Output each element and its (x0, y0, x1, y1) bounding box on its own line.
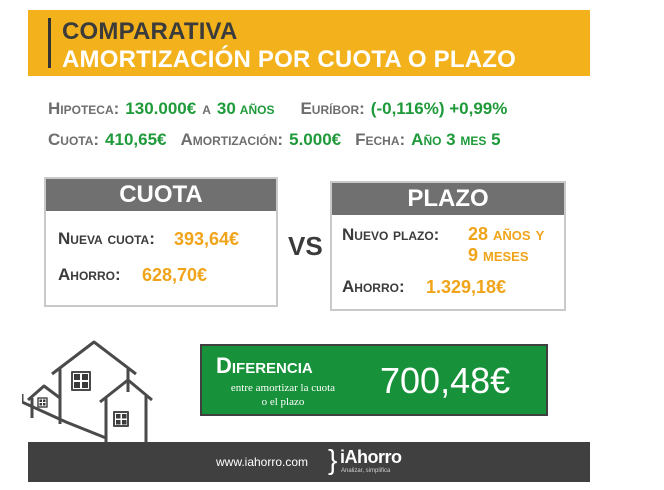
info-row-2: Cuota: 410,65€ Amortización: 5.000€ Fecha: Añ… (48, 130, 507, 150)
plazo-box: PLAZO Nuevo plazo: 28 años y 9 meses Aho… (330, 181, 566, 311)
header-banner: COMPARATIVA AMORTIZACIÓN POR CUOTA O PLA… (28, 10, 590, 76)
amortizacion-value: 5.000€ (289, 130, 342, 149)
diferencia-box: Diferencia entre amortizar la cuota o el… (200, 344, 548, 416)
header-accent-bar (48, 18, 51, 68)
nuevo-plazo-label: Nuevo plazo: (342, 225, 440, 244)
fecha-value: Año 3 mes 5 (411, 130, 501, 149)
logo-name: iAhorro (340, 447, 402, 467)
years-value: 30 (216, 99, 236, 118)
cuota-value: 410,65€ (105, 130, 167, 149)
cuota-ahorro-label: Ahorro: (58, 265, 121, 284)
diferencia-subtitle: entre amortizar la cuota o el plazo (208, 381, 358, 409)
years-label: años (239, 99, 275, 118)
plazo-ahorro-label: Ahorro: (342, 277, 405, 296)
footer-bar: www.iahorro.com } iAhorro Analizar, simp… (28, 442, 590, 482)
nueva-cuota-label: Nueva cuota: (58, 229, 155, 248)
cuota-box-title: CUOTA (46, 179, 276, 211)
plazo-ahorro-value: 1.329,18€ (426, 277, 507, 297)
header-title-line1: COMPARATIVA (62, 18, 238, 45)
cuota-box: CUOTA Nueva cuota: 393,64€ Ahorro: 628,7… (44, 177, 278, 307)
logo-tagline: Analizar, simplifica (341, 468, 391, 474)
hipoteca-value: 130.000€ (125, 99, 197, 118)
plazo-box-title: PLAZO (332, 183, 564, 215)
nuevo-plazo-value-line1: 28 años y (468, 224, 545, 244)
amortizacion-label: Amortización: (180, 130, 284, 149)
diferencia-subtitle-line1: entre amortizar la cuota (230, 382, 336, 394)
info-row-1: Hipoteca: 130.000€ a 30 años Euríbor: (-0,116%… (48, 99, 513, 119)
diferencia-value: 700,48€ (380, 360, 511, 401)
euribor-value: (-0,116%) +0,99% (370, 99, 508, 118)
cuota-ahorro-value: 628,70€ (142, 265, 208, 285)
logo-brace-icon: } (328, 444, 338, 475)
diferencia-subtitle-line2: o el plazo (261, 396, 305, 408)
diferencia-title: Diferencia (216, 353, 313, 378)
footer-url[interactable]: www.iahorro.com (216, 455, 309, 469)
cuota-label: Cuota: (48, 130, 100, 149)
fecha-label: Fecha: (355, 130, 406, 149)
hipoteca-label: Hipoteca: (48, 99, 120, 118)
nuevo-plazo-value-line2: 9 meses (468, 245, 529, 265)
nueva-cuota-value: 393,64€ (174, 229, 240, 249)
a-label: a (202, 99, 211, 118)
header-title-line2: AMORTIZACIÓN POR CUOTA O PLAZO (62, 46, 516, 73)
vs-label: VS (288, 231, 323, 261)
houses-icon (22, 340, 153, 446)
euribor-label: Euríbor: (300, 99, 365, 118)
